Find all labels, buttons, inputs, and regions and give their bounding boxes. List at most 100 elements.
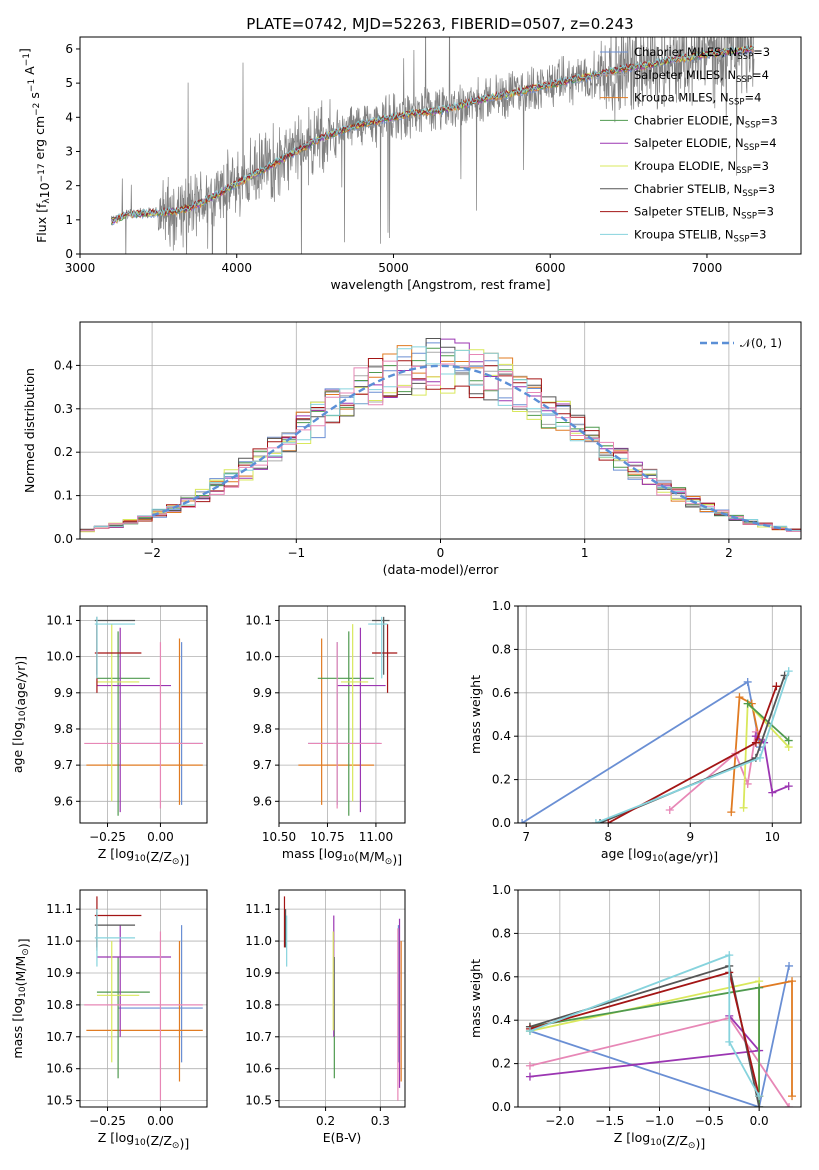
y-axis-label-part: ⊙ <box>21 948 31 956</box>
y-axis-label-part: λ <box>42 198 52 204</box>
y-tick-label: 9.7 <box>54 758 73 772</box>
plus-marker <box>755 1092 764 1101</box>
y-tick-label: 4 <box>65 110 73 124</box>
y-tick-label: 10.8 <box>245 998 272 1012</box>
ticks-weight-vs-age: 7 8 9 10 0.0 0.2 0.4 0.6 0.8 1.0 <box>492 599 780 844</box>
y-tick-label: 10.9 <box>46 966 73 980</box>
x-axis-label-part: (M/M <box>354 849 385 864</box>
y-tick-label: 1.0 <box>492 599 511 613</box>
observed-spectrum-line <box>110 37 755 254</box>
y-axis-label-part: 10 <box>37 182 52 198</box>
y-tick-label: 0.0 <box>54 532 73 546</box>
y-tick-label: 10.7 <box>245 1030 272 1044</box>
y-tick-label: 9.8 <box>253 722 272 736</box>
y-tick-label: 9.7 <box>253 758 272 772</box>
y-axis-label-part: −17 <box>37 163 47 182</box>
legend-entry: Chabrier MILES, NSSP=3 <box>634 45 770 62</box>
y-tick-label: 5 <box>65 76 73 90</box>
ticks-age-vs-Z: −0.25 0.00 9.6 9.7 9.8 9.9 10.0 10.1 <box>46 613 174 844</box>
x-tick-label: 6000 <box>535 261 566 275</box>
x-tick-label: 10 <box>765 830 780 844</box>
axes-frame-weight-vs-age <box>517 605 802 824</box>
x-tick-label: −0.25 <box>89 830 126 844</box>
ticks-weight-vs-Z: −2.0 −1.5 −1.0 −0.5 0.0 0.0 0.2 0.4 0.6 0.8 1.0 <box>492 883 769 1128</box>
y-axis-label-part: (age/yr)] <box>13 656 28 711</box>
plot-area-mass-vs-ebv <box>283 896 402 1101</box>
y-tick-label: 10.7 <box>46 1030 73 1044</box>
y-axis-label-part: 10 <box>18 710 28 722</box>
x-axis-label-part: Z [log <box>98 846 134 861</box>
y-axis-label-part: erg cm <box>32 116 47 164</box>
x-axis-label-part: 10 <box>652 854 664 864</box>
x-axis-label: Z [log10(Z/Z⊙)] <box>98 846 189 867</box>
y-tick-label: 0.8 <box>492 926 511 940</box>
plus-marker <box>525 1061 534 1070</box>
y-tick-label: 10.5 <box>245 1094 272 1108</box>
legend-text: Kroupa STELIB, N <box>634 227 734 241</box>
legend-subscript: SSP <box>745 120 761 130</box>
x-axis-label-part: 10 <box>134 1138 146 1148</box>
legend-tail: =3 <box>752 159 769 173</box>
legend-entry: 𝒩(0, 1) <box>740 336 782 350</box>
y-tick-label: 0 <box>65 247 73 261</box>
x-tick-label: 7 <box>522 830 530 844</box>
legend-text: Chabrier STELIB, N <box>634 182 742 196</box>
x-tick-label: 7000 <box>692 261 723 275</box>
legend-subscript: SSP <box>736 75 752 85</box>
weight-series-line <box>599 675 786 823</box>
plus-marker <box>725 951 734 960</box>
legend-entry: Chabrier STELIB, NSSP=3 <box>634 182 775 199</box>
y-tick-label: 11.0 <box>46 934 73 948</box>
y-tick-label: 0.0 <box>492 816 511 830</box>
y-tick-label: 0.6 <box>492 970 511 984</box>
y-tick-label: 0.8 <box>492 642 511 656</box>
chart-weight-vs-Z: −2.0 −1.5 −1.0 −0.5 0.0 0.0 0.2 0.4 0.6 0.8 1.0 Z [… <box>468 883 802 1151</box>
x-axis-label-part: Z [log <box>614 1130 650 1145</box>
legend-text: Salpeter STELIB, N <box>634 205 741 219</box>
legend-text: Salpeter ELODIE, N <box>634 136 744 150</box>
plus-marker <box>735 693 744 702</box>
y-tick-label: 2 <box>65 179 73 193</box>
legend-entry: Kroupa ELODIE, NSSP=3 <box>634 159 769 176</box>
legend-entry: Salpeter ELODIE, NSSP=4 <box>634 136 777 153</box>
ticks-mass-vs-Z: −0.25 0.00 10.5 10.6 10.7 10.8 10.9 11.0 11.1 <box>46 902 174 1128</box>
chart-spectrum: 3000 4000 5000 6000 7000 0 1 2 3 4 5 6 wavelength [A… <box>17 36 802 292</box>
x-axis-label-part: (age/yr)] <box>663 849 718 864</box>
y-tick-label: 9.9 <box>253 686 272 700</box>
y-tick-label: 11.0 <box>245 934 272 948</box>
x-axis-label-part: )] <box>179 1136 189 1151</box>
x-axis-label-part: ⊙ <box>688 1141 696 1151</box>
plus-marker <box>518 819 527 823</box>
legend-subscript: SSP <box>741 212 757 222</box>
ticks-residuals: −2 −1 0 1 2 0.0 0.1 0.2 0.3 0.4 <box>54 358 733 560</box>
plus-marker <box>604 819 613 823</box>
y-tick-label: 6 <box>65 42 73 56</box>
x-axis-label-part: ⊙ <box>385 857 393 867</box>
plus-marker <box>591 819 600 823</box>
x-tick-label: 0.0 <box>750 1114 769 1128</box>
y-tick-label: 0.2 <box>492 773 511 787</box>
x-tick-label: 0.00 <box>147 1114 174 1128</box>
y-tick-label: 10.8 <box>46 998 73 1012</box>
x-axis-label: (data-model)/error <box>383 562 500 577</box>
x-axis-label: mass [log10(M/M⊙)] <box>282 846 402 867</box>
axes-frame-mass-vs-Z <box>79 889 208 1108</box>
y-tick-label: 10.5 <box>46 1094 73 1108</box>
x-axis-label-part: 10 <box>134 854 146 864</box>
legend-tail: =3 <box>758 182 775 196</box>
y-axis-label-part: A <box>22 66 37 79</box>
x-axis-label-part: mass [log <box>282 846 343 861</box>
grid-weight-vs-Z <box>518 889 801 1108</box>
y-tick-label: 9.6 <box>54 794 73 808</box>
x-tick-label: 0.3 <box>371 1114 390 1128</box>
weight-series-line <box>529 1015 761 1078</box>
x-tick-label: −2 <box>143 546 161 560</box>
plus-marker <box>739 803 748 812</box>
y-axis-label-part: mass [log <box>10 998 25 1059</box>
y-tick-label: 0.4 <box>492 729 511 743</box>
legend-subscript: SSP <box>736 166 752 176</box>
y-axis-label-part: s <box>27 92 42 103</box>
x-axis-label-part: (Z/Z <box>662 1133 688 1148</box>
x-tick-label: 0.2 <box>316 1114 335 1128</box>
x-tick-label: 0 <box>437 546 445 560</box>
